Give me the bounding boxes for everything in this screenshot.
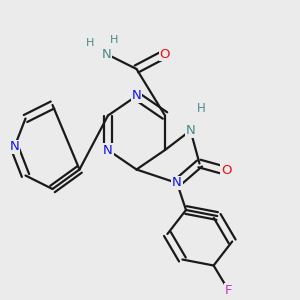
Text: O: O (221, 164, 232, 178)
Text: N: N (10, 140, 19, 154)
Text: H: H (86, 38, 94, 48)
Text: F: F (225, 284, 232, 297)
Text: N: N (132, 89, 141, 103)
Text: N: N (186, 124, 195, 137)
Text: N: N (103, 143, 113, 157)
Text: O: O (160, 47, 170, 61)
Text: H: H (196, 101, 206, 115)
Text: H: H (110, 34, 118, 45)
Text: N: N (102, 47, 111, 61)
Text: N: N (172, 176, 182, 190)
